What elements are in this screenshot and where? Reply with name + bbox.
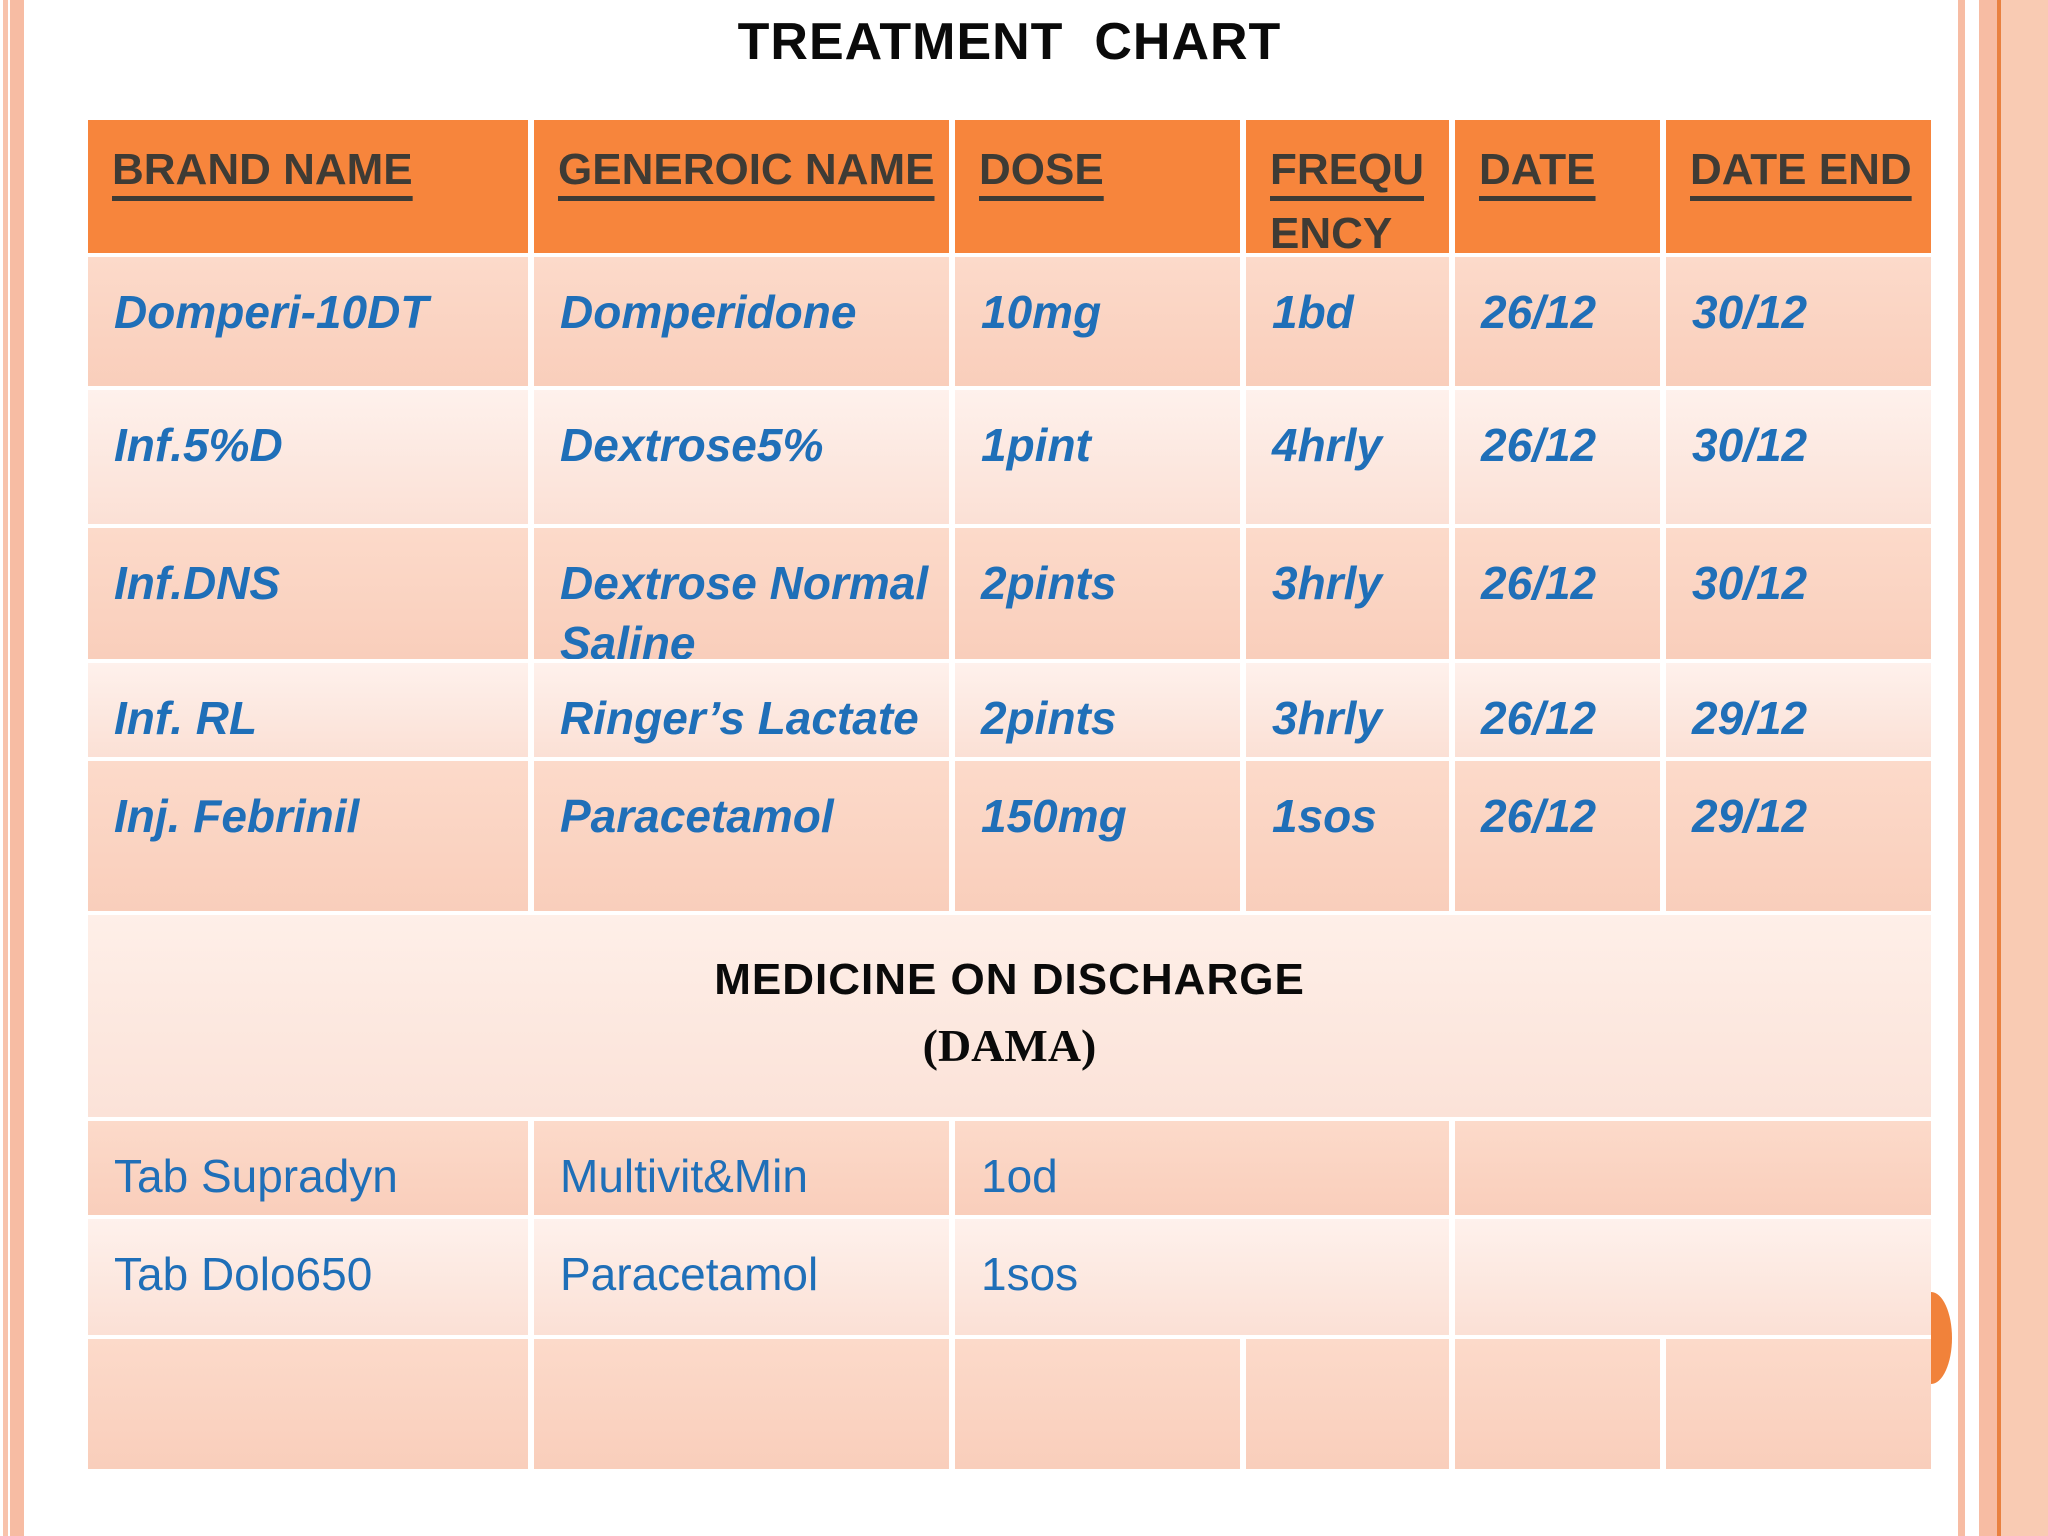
empty-cell: [88, 1339, 528, 1469]
cell-dates: [1455, 1219, 1931, 1335]
empty-cell: [1455, 1339, 1660, 1469]
cell-frequency: 1sos: [1246, 761, 1449, 911]
right-border-stripe-wide: [1979, 0, 1997, 1536]
cell-generic: Ringer’s Lactate: [534, 663, 949, 757]
cell-date-end: 30/12: [1666, 528, 1931, 659]
discharge-section-subheading: (DAMA): [922, 1020, 1097, 1071]
treatment-table: BRAND NAME GENEROIC NAME DOSE FREQUENCY …: [88, 120, 1931, 1473]
accent-half-circle: [1931, 1292, 1952, 1384]
cell-frequency: 4hrly: [1246, 390, 1449, 524]
table-row: Inf.DNS Dextrose Normal Saline 2pints 3h…: [88, 528, 1931, 659]
discharge-row: Tab Dolo650 Paracetamol 1sos: [88, 1219, 1931, 1335]
cell-date: 26/12: [1455, 528, 1660, 659]
right-border-orange-line: [1997, 0, 2001, 1536]
empty-cell: [955, 1339, 1240, 1469]
empty-row: [88, 1339, 1931, 1469]
cell-date-end: 29/12: [1666, 761, 1931, 911]
table-row: Inj. Febrinil Paracetamol 150mg 1sos 26/…: [88, 761, 1931, 911]
header-date: DATE: [1455, 120, 1660, 253]
cell-frequency: 3hrly: [1246, 528, 1449, 659]
cell-date: 26/12: [1455, 257, 1660, 386]
cell-brand: Inf. RL: [88, 663, 528, 757]
header-generic-name: GENEROIC NAME: [534, 120, 949, 253]
cell-generic: Multivit&Min: [534, 1121, 949, 1215]
cell-generic: Dextrose5%: [534, 390, 949, 524]
table-row: Inf. RL Ringer’s Lactate 2pints 3hrly 26…: [88, 663, 1931, 757]
table-header-row: BRAND NAME GENEROIC NAME DOSE FREQUENCY …: [88, 120, 1931, 253]
cell-dose: 10mg: [955, 257, 1240, 386]
cell-date-end: 29/12: [1666, 663, 1931, 757]
cell-date: 26/12: [1455, 390, 1660, 524]
right-border-salmon-band: [2001, 0, 2048, 1536]
empty-cell: [534, 1339, 949, 1469]
left-border-stripe-wide: [10, 0, 24, 1536]
cell-dose: 1sos: [955, 1219, 1449, 1335]
cell-brand: Tab Supradyn: [88, 1121, 528, 1215]
empty-cell: [1246, 1339, 1449, 1469]
cell-frequency: 3hrly: [1246, 663, 1449, 757]
cell-dose: 1pint: [955, 390, 1240, 524]
cell-brand: Inf.5%D: [88, 390, 528, 524]
cell-dose: 1od: [955, 1121, 1449, 1215]
cell-generic: Dextrose Normal Saline: [534, 528, 949, 659]
cell-generic: Domperidone: [534, 257, 949, 386]
left-border-stripe-thin: [3, 0, 8, 1536]
header-frequency: FREQUENCY: [1246, 120, 1449, 253]
cell-brand: Domperi-10DT: [88, 257, 528, 386]
cell-date-end: 30/12: [1666, 390, 1931, 524]
cell-dates: [1455, 1121, 1931, 1215]
cell-date: 26/12: [1455, 663, 1660, 757]
header-brand-name: BRAND NAME: [88, 120, 528, 253]
cell-generic: Paracetamol: [534, 1219, 949, 1335]
discharge-row: Tab Supradyn Multivit&Min 1od: [88, 1121, 1931, 1215]
page-title: TREATMENT CHART: [737, 13, 1282, 71]
cell-dose: 2pints: [955, 663, 1240, 757]
discharge-section-row: MEDICINE ON DISCHARGE (DAMA): [88, 915, 1931, 1117]
discharge-section-banner: MEDICINE ON DISCHARGE (DAMA): [88, 915, 1931, 1117]
table-row: Domperi-10DT Domperidone 10mg 1bd 26/12 …: [88, 257, 1931, 386]
cell-dose: 2pints: [955, 528, 1240, 659]
cell-date: 26/12: [1455, 761, 1660, 911]
table-row: Inf.5%D Dextrose5% 1pint 4hrly 26/12 30/…: [88, 390, 1931, 524]
cell-frequency: 1bd: [1246, 257, 1449, 386]
cell-date-end: 30/12: [1666, 257, 1931, 386]
right-border-stripe-thin: [1958, 0, 1965, 1536]
cell-generic: Paracetamol: [534, 761, 949, 911]
cell-brand: Inj. Febrinil: [88, 761, 528, 911]
empty-cell: [1666, 1339, 1931, 1469]
cell-brand: Tab Dolo650: [88, 1219, 528, 1335]
cell-dose: 150mg: [955, 761, 1240, 911]
cell-brand: Inf.DNS: [88, 528, 528, 659]
discharge-section-heading: MEDICINE ON DISCHARGE: [714, 955, 1305, 1004]
header-date-end: DATE END: [1666, 120, 1931, 253]
header-dose: DOSE: [955, 120, 1240, 253]
